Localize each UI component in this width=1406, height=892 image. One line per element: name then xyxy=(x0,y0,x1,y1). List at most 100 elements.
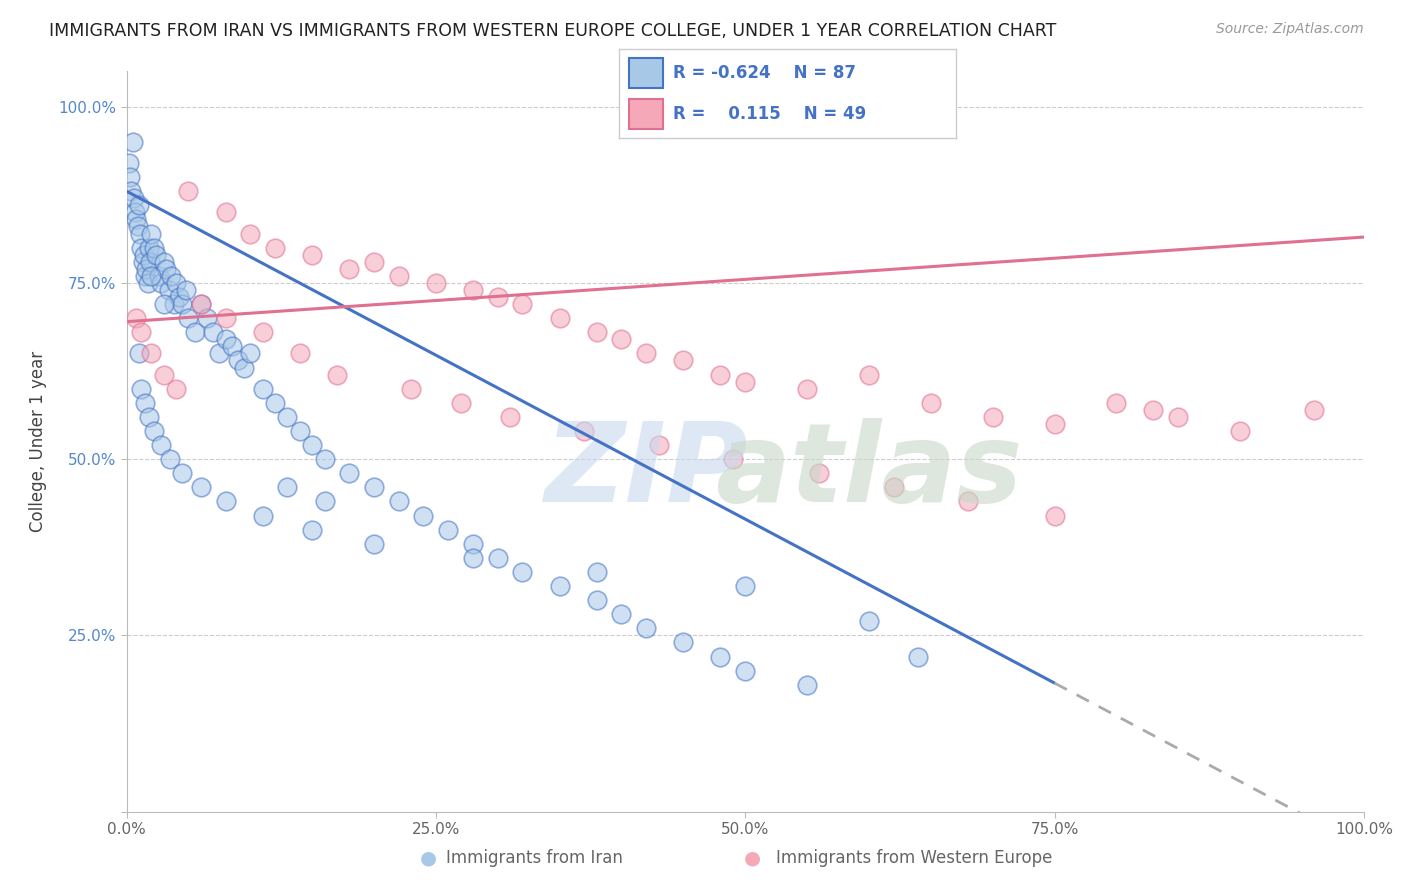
Point xyxy=(721,452,744,467)
Point xyxy=(155,261,177,276)
Point xyxy=(796,382,818,396)
Point xyxy=(239,227,262,241)
Point xyxy=(858,615,880,629)
Point xyxy=(160,268,183,283)
Text: ●: ● xyxy=(744,848,761,867)
Point xyxy=(276,480,298,494)
Point xyxy=(167,290,190,304)
Point xyxy=(208,346,231,360)
Point xyxy=(131,325,153,339)
Point xyxy=(134,268,156,283)
Text: ●: ● xyxy=(420,848,437,867)
Point xyxy=(264,241,287,255)
Point xyxy=(1105,396,1128,410)
Point xyxy=(450,396,472,410)
Point xyxy=(264,396,287,410)
Point xyxy=(148,268,170,283)
Point xyxy=(647,438,669,452)
Text: R = -0.624    N = 87: R = -0.624 N = 87 xyxy=(672,64,856,82)
Point xyxy=(1043,508,1066,523)
Point xyxy=(512,565,534,579)
Point xyxy=(1043,417,1066,431)
Text: Immigrants from Iran: Immigrants from Iran xyxy=(446,849,623,867)
Point xyxy=(548,579,571,593)
Point xyxy=(121,135,143,149)
Point xyxy=(585,325,607,339)
Point xyxy=(672,353,695,368)
Point xyxy=(734,579,756,593)
Point xyxy=(610,332,633,346)
Point xyxy=(172,467,194,481)
Point xyxy=(135,261,157,276)
Point xyxy=(131,382,153,396)
Point xyxy=(301,438,323,452)
Point xyxy=(214,332,236,346)
Point xyxy=(239,346,262,360)
Point xyxy=(138,409,160,424)
Point xyxy=(363,254,385,268)
Point xyxy=(363,537,385,551)
Point xyxy=(150,276,173,290)
Text: Immigrants from Western Europe: Immigrants from Western Europe xyxy=(776,849,1052,867)
Point xyxy=(301,248,323,262)
Point xyxy=(301,523,323,537)
Point xyxy=(172,297,194,311)
Point xyxy=(461,283,484,297)
Point xyxy=(127,219,149,234)
Point xyxy=(129,227,152,241)
FancyBboxPatch shape xyxy=(628,58,662,88)
Point xyxy=(152,297,174,311)
Point xyxy=(276,409,298,424)
Point xyxy=(128,198,150,212)
Point xyxy=(152,254,174,268)
Point xyxy=(363,480,385,494)
Text: R =    0.115    N = 49: R = 0.115 N = 49 xyxy=(672,105,866,123)
Point xyxy=(585,593,607,607)
Point xyxy=(252,508,274,523)
Point xyxy=(141,268,163,283)
Point xyxy=(183,325,205,339)
Point xyxy=(314,452,336,467)
Text: atlas: atlas xyxy=(716,417,1022,524)
Point xyxy=(141,227,163,241)
Point xyxy=(499,409,522,424)
Point xyxy=(177,311,200,326)
Point xyxy=(202,325,225,339)
Point xyxy=(190,297,212,311)
Point xyxy=(461,537,484,551)
Point xyxy=(214,494,236,508)
Point xyxy=(190,480,212,494)
Point xyxy=(425,276,447,290)
Text: Source: ZipAtlas.com: Source: ZipAtlas.com xyxy=(1216,22,1364,37)
Point xyxy=(956,494,979,508)
Point xyxy=(174,283,197,297)
Point xyxy=(121,184,143,198)
Point xyxy=(981,409,1004,424)
Point xyxy=(214,205,236,219)
Point xyxy=(388,494,411,508)
Point xyxy=(145,248,167,262)
Point xyxy=(486,290,509,304)
Point xyxy=(120,170,142,185)
Point xyxy=(125,311,148,326)
Point xyxy=(512,297,534,311)
Point xyxy=(734,375,756,389)
Point xyxy=(138,241,160,255)
Point xyxy=(461,550,484,565)
Point xyxy=(125,212,148,227)
Point xyxy=(1229,424,1251,438)
Point xyxy=(709,649,731,664)
Point xyxy=(124,205,146,219)
Point xyxy=(548,311,571,326)
Point xyxy=(1167,409,1189,424)
Point xyxy=(142,241,165,255)
Point xyxy=(157,283,180,297)
Point xyxy=(412,508,434,523)
Point xyxy=(574,424,596,438)
Point xyxy=(150,438,173,452)
Y-axis label: College, Under 1 year: College, Under 1 year xyxy=(30,351,46,533)
Point xyxy=(288,424,311,438)
Point xyxy=(142,424,165,438)
Point xyxy=(734,664,756,678)
Point xyxy=(122,191,145,205)
